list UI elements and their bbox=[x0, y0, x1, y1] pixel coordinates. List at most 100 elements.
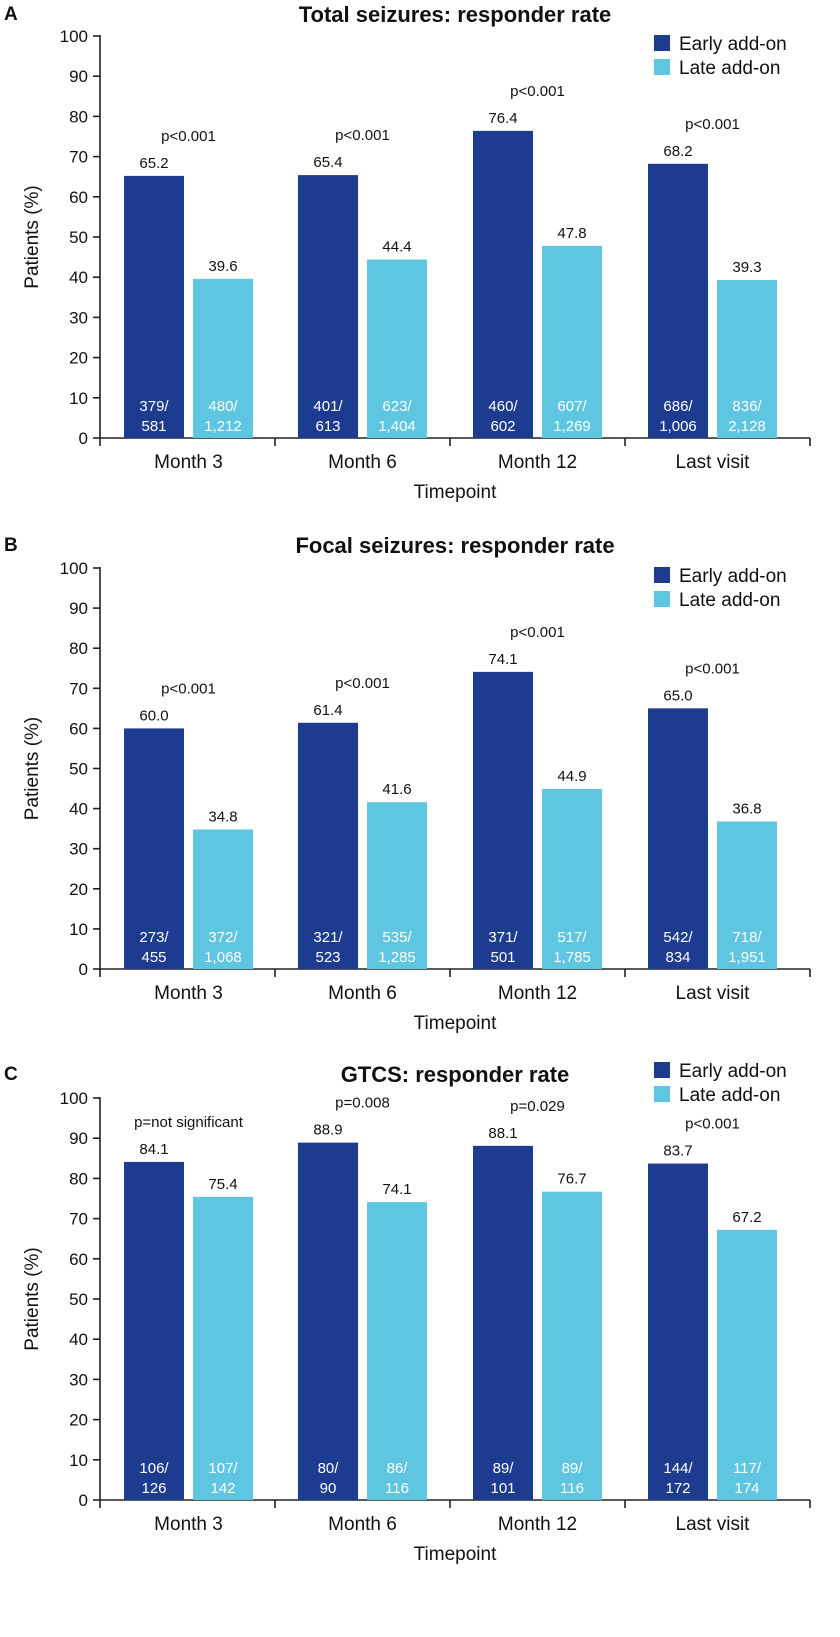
y-tick-label: 100 bbox=[60, 559, 88, 578]
bar-late bbox=[542, 1191, 602, 1500]
y-tick-label: 60 bbox=[69, 719, 88, 738]
bar-count-denominator: 142 bbox=[210, 1480, 235, 1497]
bar-count-numerator: 401/ bbox=[313, 398, 343, 415]
x-tick-label: Last visit bbox=[676, 983, 751, 1004]
bar-early bbox=[648, 163, 708, 438]
panel-letter: C bbox=[4, 1064, 18, 1085]
y-tick-label: 70 bbox=[69, 1210, 88, 1229]
legend-label-early: Early add-on bbox=[679, 566, 787, 587]
bar-count-numerator: 89/ bbox=[562, 1460, 584, 1477]
bar-count-denominator: 126 bbox=[141, 1480, 166, 1497]
bar-value-label: 84.1 bbox=[139, 1141, 168, 1158]
y-tick-label: 30 bbox=[69, 840, 88, 859]
bar-late bbox=[717, 280, 777, 438]
bar-count-denominator: 116 bbox=[385, 1480, 409, 1497]
y-tick-label: 70 bbox=[69, 679, 88, 698]
p-value-label: p<0.001 bbox=[510, 83, 565, 100]
bar-count-denominator: 602 bbox=[490, 418, 515, 435]
legend-swatch-late bbox=[654, 591, 670, 607]
bar-count-numerator: 144/ bbox=[663, 1460, 693, 1477]
bar-value-label: 41.6 bbox=[382, 781, 411, 798]
bar-value-label: 65.4 bbox=[313, 154, 342, 171]
bar-value-label: 36.8 bbox=[732, 800, 761, 817]
bar-count-denominator: 172 bbox=[665, 1480, 690, 1497]
x-tick-label: Month 3 bbox=[154, 452, 223, 473]
y-tick-label: 40 bbox=[69, 800, 88, 819]
y-tick-label: 90 bbox=[69, 1129, 88, 1148]
x-tick-label: Last visit bbox=[676, 1514, 751, 1535]
legend-swatch-early bbox=[654, 1062, 670, 1078]
y-axis-title: Patients (%) bbox=[22, 717, 43, 820]
bar-value-label: 74.1 bbox=[488, 651, 517, 668]
bar-late bbox=[542, 245, 602, 438]
bar-count-denominator: 501 bbox=[490, 949, 515, 966]
bar-count-denominator: 834 bbox=[665, 949, 690, 966]
bar-value-label: 76.7 bbox=[557, 1171, 586, 1188]
y-axis-title: Patients (%) bbox=[22, 185, 43, 288]
y-tick-label: 20 bbox=[69, 1411, 88, 1430]
x-tick-label: Month 3 bbox=[154, 983, 223, 1004]
bar-late bbox=[367, 802, 427, 969]
bar-count-denominator: 581 bbox=[141, 418, 166, 435]
y-tick-label: 10 bbox=[69, 389, 88, 408]
bar-count-numerator: 460/ bbox=[488, 398, 518, 415]
bar-late bbox=[717, 1229, 777, 1500]
x-tick-label: Last visit bbox=[676, 452, 751, 473]
bar-count-denominator: 2,128 bbox=[728, 418, 766, 435]
x-tick-label: Month 12 bbox=[498, 452, 577, 473]
bar-count-denominator: 613 bbox=[315, 418, 340, 435]
bar-count-numerator: 836/ bbox=[732, 398, 762, 415]
p-value-label: p<0.001 bbox=[685, 116, 740, 133]
chart-title: Focal seizures: responder rate bbox=[295, 533, 614, 558]
bar-count-numerator: 273/ bbox=[139, 929, 169, 946]
bar-late bbox=[193, 278, 253, 438]
bar-value-label: 60.0 bbox=[139, 707, 168, 724]
p-value-label: p<0.001 bbox=[685, 1116, 740, 1133]
legend-label-early: Early add-on bbox=[679, 34, 787, 55]
bar-count-denominator: 523 bbox=[315, 949, 340, 966]
y-tick-label: 80 bbox=[69, 107, 88, 126]
bar-early bbox=[473, 1145, 533, 1500]
bar-count-numerator: 686/ bbox=[663, 398, 693, 415]
bar-value-label: 88.9 bbox=[313, 1122, 342, 1139]
bar-late bbox=[367, 259, 427, 438]
legend: Early add-on Late add-on bbox=[654, 566, 787, 611]
bar-count-denominator: 101 bbox=[490, 1480, 515, 1497]
x-tick-label: Month 12 bbox=[498, 983, 577, 1004]
bar-early bbox=[298, 175, 358, 439]
bar-value-label: 47.8 bbox=[557, 225, 586, 242]
bar-late bbox=[717, 821, 777, 969]
bar-value-label: 75.4 bbox=[208, 1176, 237, 1193]
bar-count-numerator: 89/ bbox=[493, 1460, 515, 1477]
bar-count-denominator: 1,951 bbox=[728, 949, 766, 966]
legend: Early add-on Late add-on bbox=[654, 1061, 787, 1106]
p-value-label: p=not significant bbox=[134, 1114, 244, 1131]
bar-value-label: 39.6 bbox=[208, 258, 237, 275]
bar-count-numerator: 107/ bbox=[208, 1460, 238, 1477]
p-value-label: p=0.008 bbox=[335, 1095, 390, 1112]
panel-letter: B bbox=[4, 535, 18, 556]
p-value-label: p=0.029 bbox=[510, 1098, 565, 1115]
bar-count-numerator: 106/ bbox=[139, 1460, 169, 1477]
bar-early bbox=[648, 1163, 708, 1500]
bar-count-numerator: 542/ bbox=[663, 929, 693, 946]
p-value-label: p<0.001 bbox=[685, 660, 740, 677]
bar-count-denominator: 1,285 bbox=[378, 949, 416, 966]
y-tick-label: 40 bbox=[69, 1330, 88, 1349]
bar-value-label: 65.2 bbox=[139, 155, 168, 172]
y-tick-label: 30 bbox=[69, 308, 88, 327]
legend-swatch-early bbox=[654, 35, 670, 51]
y-tick-label: 10 bbox=[69, 1451, 88, 1470]
bar-count-denominator: 116 bbox=[560, 1480, 584, 1497]
bar-early bbox=[298, 1142, 358, 1500]
bar-early bbox=[124, 1161, 184, 1500]
bar-value-label: 39.3 bbox=[732, 259, 761, 276]
p-value-label: p<0.001 bbox=[335, 675, 390, 692]
bar-value-label: 83.7 bbox=[663, 1143, 692, 1160]
bar-late bbox=[193, 1196, 253, 1500]
bar-count-numerator: 117/ bbox=[733, 1460, 762, 1477]
legend-swatch-early bbox=[654, 567, 670, 583]
bar-early bbox=[124, 175, 184, 438]
bar-early bbox=[124, 728, 184, 969]
